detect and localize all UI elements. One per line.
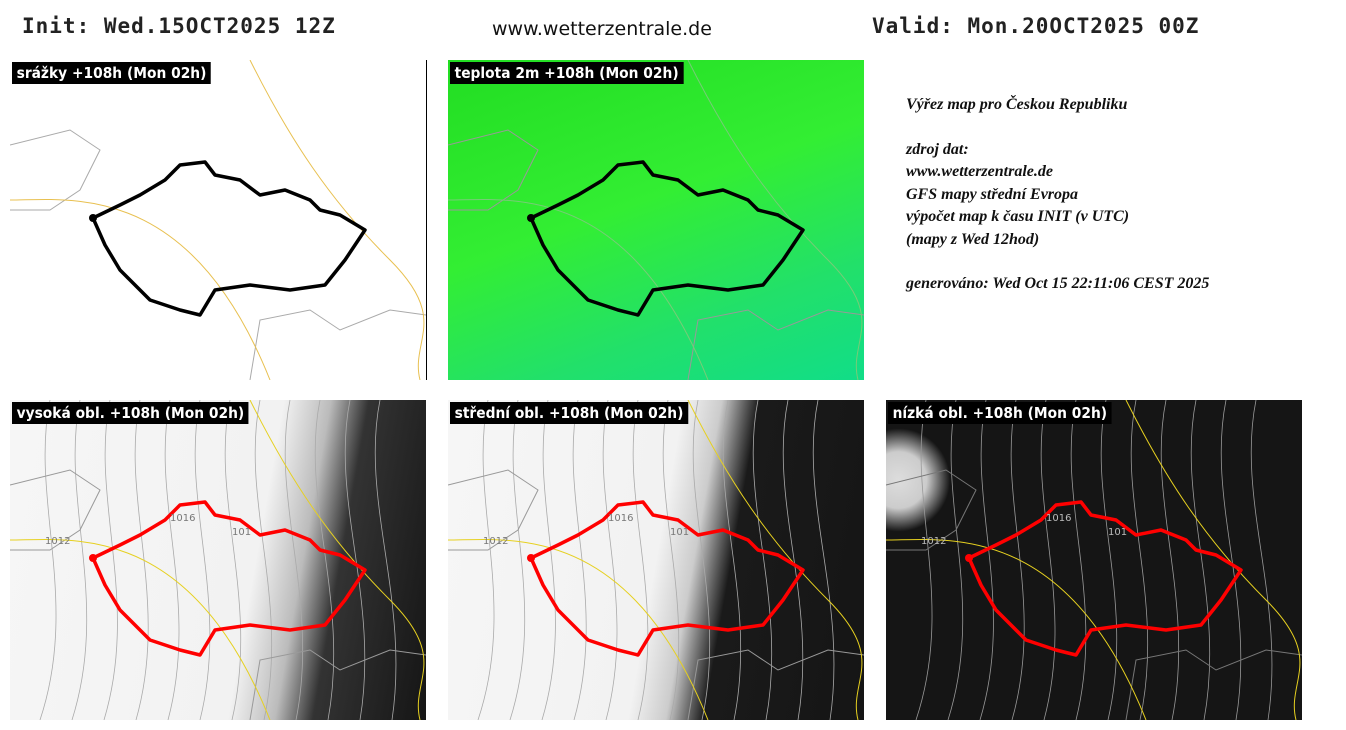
isobar: [284, 400, 304, 720]
mid-cloud-map: střední obl. +108h (Mon 02h) 1012 1016 101: [448, 400, 864, 720]
source-line: zdroj dat:: [906, 140, 969, 158]
source-line: GFS mapy střední Evropa: [906, 185, 1079, 203]
isobar-label: 1016: [608, 513, 634, 524]
cz-outline: [91, 500, 367, 657]
isobar: [314, 400, 335, 720]
isobar: [344, 400, 366, 720]
map-layer: [448, 60, 864, 380]
isobar: [1070, 400, 1087, 720]
country-border: [10, 469, 426, 720]
temp-map: teplota 2m +108h (Mon 02h): [448, 60, 864, 380]
city-dot: [965, 554, 973, 562]
isobar: [812, 400, 835, 720]
isobar: [39, 400, 57, 720]
divider: [426, 60, 427, 380]
river: [448, 60, 863, 380]
river: [886, 400, 1301, 720]
cz-outline: [529, 160, 805, 317]
panel-label: teplota 2m +108h (Mon 02h): [450, 62, 684, 84]
cz-outline: [967, 500, 1243, 657]
low-cloud-map: nízká obl. +108h (Mon 02h) 1012 1016 101: [886, 400, 1302, 720]
site-url: www.wetterzentrale.de: [492, 18, 712, 40]
isobar-label: 1012: [45, 536, 71, 547]
isobar: [374, 400, 397, 720]
country-border: [448, 469, 864, 720]
panel-label: nízká obl. +108h (Mon 02h): [888, 402, 1112, 424]
panel-label: srážky +108h (Mon 02h): [12, 62, 212, 84]
isobar: [103, 400, 118, 720]
country-border: [448, 129, 864, 380]
high-cloud-map: vysoká obl. +108h (Mon 02h) 1012 1016 101: [10, 400, 426, 720]
info-box: Výřez map pro Českou Republiku zdroj dat…: [906, 94, 1209, 296]
precip-map: srážky +108h (Mon 02h): [10, 60, 426, 380]
isobar: [947, 400, 964, 720]
isobar: [164, 400, 180, 720]
isobar-label: 1012: [483, 536, 509, 547]
isobar: [572, 400, 587, 720]
city-dot: [527, 214, 535, 222]
isobar-label: 1016: [170, 513, 196, 524]
map-layer: [10, 400, 426, 720]
source-line: www.wetterzentrale.de: [906, 163, 1053, 180]
city-dot: [89, 214, 97, 222]
map-layer: [448, 400, 864, 720]
isobar: [1160, 400, 1180, 720]
country-border: [10, 129, 426, 380]
isobar-label: 1012: [921, 536, 947, 547]
isobar: [782, 400, 804, 720]
isobar: [509, 400, 526, 720]
isobar: [194, 400, 211, 720]
source-line: výpočet map k času INIT (v UTC): [906, 208, 1130, 225]
valid-time: Valid: Mon.20OCT2025 00Z: [872, 14, 1200, 38]
isobar: [662, 400, 680, 720]
isobar-label: 101: [1108, 527, 1128, 538]
isobar: [915, 400, 933, 720]
isobar: [602, 400, 618, 720]
isobar-label: 101: [670, 527, 690, 538]
river: [10, 60, 425, 380]
isobar: [254, 400, 273, 720]
isobar: [1100, 400, 1118, 720]
isobar: [1130, 400, 1149, 720]
cz-outline: [91, 160, 367, 317]
isobar: [979, 400, 994, 720]
isobar: [722, 400, 742, 720]
map-layer: [10, 60, 426, 380]
river: [10, 400, 425, 720]
city-dot: [89, 554, 97, 562]
river: [448, 400, 863, 720]
init-time: Init: Wed.15OCT2025 12Z: [22, 14, 336, 38]
isobar-label: 1016: [1046, 513, 1072, 524]
info-title: Výřez map pro Českou Republiku: [906, 96, 1128, 113]
isobar: [134, 400, 149, 720]
isobar: [71, 400, 88, 720]
generated: generováno: Wed Oct 15 22:11:06 CEST 202…: [906, 275, 1210, 292]
panel-label: střední obl. +108h (Mon 02h): [450, 402, 689, 424]
isobar: [541, 400, 556, 720]
isobar: [752, 400, 773, 720]
isobar: [632, 400, 649, 720]
cz-outline: [529, 500, 805, 657]
isobar: [1190, 400, 1211, 720]
city-dot: [527, 554, 535, 562]
map-layer: [886, 400, 1302, 720]
isobar: [1040, 400, 1056, 720]
isobar: [477, 400, 495, 720]
isobar: [1250, 400, 1273, 720]
isobar: [1010, 400, 1025, 720]
isobar: [224, 400, 242, 720]
isobar-label: 101: [232, 527, 252, 538]
source-line: (mapy z Wed 12hod): [906, 230, 1040, 248]
isobar: [692, 400, 711, 720]
isobar: [1220, 400, 1242, 720]
panel-label: vysoká obl. +108h (Mon 02h): [12, 402, 249, 424]
country-border: [886, 469, 1302, 720]
